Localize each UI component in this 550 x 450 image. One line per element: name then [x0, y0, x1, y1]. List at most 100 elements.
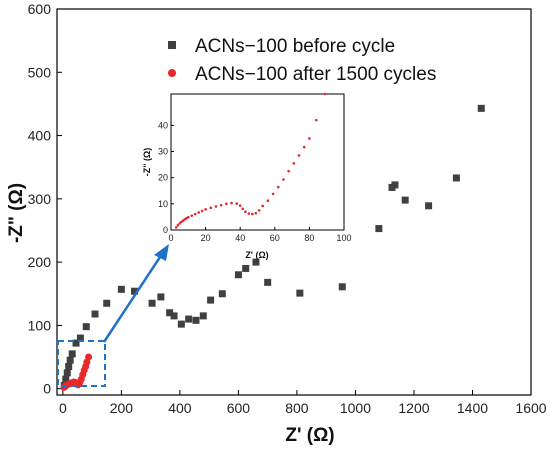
inset-series-0-point [200, 209, 204, 213]
inset-series-0-point [282, 178, 285, 181]
main-series-0-point [72, 339, 80, 347]
legend-marker-after-cycles [168, 69, 176, 77]
main-x-tick-label: 1200 [398, 400, 429, 416]
main-series-0-point [62, 375, 70, 383]
main-series-0-point [185, 315, 193, 323]
inset-plot-frame [170, 93, 345, 231]
main-y-tick-label: 500 [28, 64, 52, 80]
legend-label-after-cycles: ACNs−100 after 1500 cycles [195, 64, 436, 85]
inset-series-0-point [219, 203, 223, 207]
main-series-0-point [234, 271, 242, 279]
main-y-tick-label: 0 [43, 381, 51, 397]
inset-series-0-point [308, 137, 311, 140]
inset-series-0-point [209, 206, 213, 210]
inset-series-0-point [225, 202, 228, 206]
main-series-0-point [157, 293, 165, 301]
main-series-0-point [82, 323, 90, 331]
inset-x-axis-title: Z' (Ω) [245, 250, 268, 260]
main-series-0-point [103, 299, 111, 307]
main-series-0-point [242, 264, 250, 272]
inset-series-0-point [244, 210, 247, 213]
inset-y-tick-label: 0 [163, 225, 168, 235]
inset-series-0-point [271, 192, 275, 196]
main-series-0-point [264, 278, 272, 286]
inset-series-0-point [302, 145, 306, 149]
zoom-arrow-line [102, 253, 164, 343]
inset-series-0-point [292, 162, 296, 165]
inset-series-0-point [287, 169, 290, 173]
main-y-ticks: 0 100 200 300 400 500 600 [28, 1, 62, 397]
inset-series-0-point [257, 209, 261, 212]
main-series-0-point [338, 283, 346, 291]
main-y-tick-label: 600 [28, 1, 52, 17]
main-series-0-point [76, 334, 84, 342]
main-x-tick-label: 1400 [457, 400, 488, 416]
inset-x-tick-label: 40 [235, 233, 245, 243]
main-series-0-point [63, 369, 71, 377]
inset-series-0-point [193, 212, 197, 216]
main-series-0-point [375, 225, 383, 233]
inset-y-ticks: 0 10 20 30 40 [158, 120, 174, 235]
inset-series-0-point [297, 154, 301, 157]
main-series-0-point [177, 320, 185, 328]
main-x-tick-label: 1000 [340, 400, 371, 416]
inset-series-0-point [174, 226, 178, 229]
inset-series-0-point [204, 208, 207, 211]
legend: ACNs−100 before cycle ACNs−100 after 150… [168, 36, 436, 85]
main-x-ticks: 0 200 400 600 800 1000 1200 1400 1600 [59, 390, 547, 416]
inset-x-ticks: 0 20 40 60 80 100 [168, 227, 352, 243]
inset-series-0-point [254, 211, 258, 215]
inset-series-0-point [315, 118, 318, 122]
legend-marker-before-cycle [168, 41, 176, 49]
main-series-0-point [401, 196, 409, 204]
inset-y-axis-title: -Z" (Ω) [142, 148, 152, 176]
inset-series-0-point [323, 92, 327, 96]
main-series-0-point [91, 310, 99, 318]
main-series-0-point [131, 287, 139, 295]
main-x-tick-label: 800 [285, 400, 309, 416]
main-y-tick-label: 100 [28, 317, 52, 333]
inset-series-0-point [178, 222, 181, 225]
main-series-0-point [477, 104, 485, 112]
inset-y-tick-label: 40 [158, 120, 168, 130]
main-series-0-point [68, 350, 76, 358]
inset-x-tick-label: 0 [168, 233, 173, 243]
inset-series-0-point [187, 215, 190, 219]
inset-series-0-point [261, 204, 264, 208]
main-series-0-point [192, 316, 200, 324]
inset-background [171, 94, 344, 230]
zoom-arrow-head [154, 244, 169, 261]
main-series-0-point [117, 285, 125, 293]
inset-x-tick-label: 60 [270, 233, 280, 243]
main-series-1-point [85, 353, 93, 361]
inset-series-0-point [214, 205, 218, 208]
inset-series-0-point [276, 185, 280, 189]
inset-series-0-point [251, 212, 254, 216]
zoom-arrow [102, 244, 169, 343]
main-series-0-point [207, 296, 215, 304]
main-series-0-point [296, 289, 304, 297]
inset-series-0-point [235, 202, 239, 205]
inset-series-0-point [176, 223, 180, 227]
main-data-points [60, 104, 485, 391]
inset-y-tick-label: 10 [158, 199, 168, 209]
inset-series-0-point [247, 212, 251, 215]
y-axis-title: -Z" (Ω) [6, 183, 27, 243]
main-series-0-point [199, 312, 207, 320]
main-plot-frame [56, 8, 532, 396]
inset-y-tick-label: 20 [158, 173, 168, 183]
main-x-tick-label: 400 [168, 400, 192, 416]
main-series-0-point [218, 290, 226, 298]
zoom-highlight-box [57, 340, 106, 387]
main-y-tick-label: 300 [28, 191, 52, 207]
inset-series-0-point [197, 211, 200, 214]
main-x-tick-label: 1600 [515, 400, 546, 416]
inset-x-tick-label: 100 [336, 233, 351, 243]
main-y-tick-label: 400 [28, 128, 52, 144]
main-series-0-point [66, 356, 74, 364]
inset-x-tick-label: 80 [304, 233, 314, 243]
main-series-0-point [425, 202, 433, 210]
main-x-tick-label: 200 [110, 400, 134, 416]
inset-series-0-point [266, 199, 270, 203]
